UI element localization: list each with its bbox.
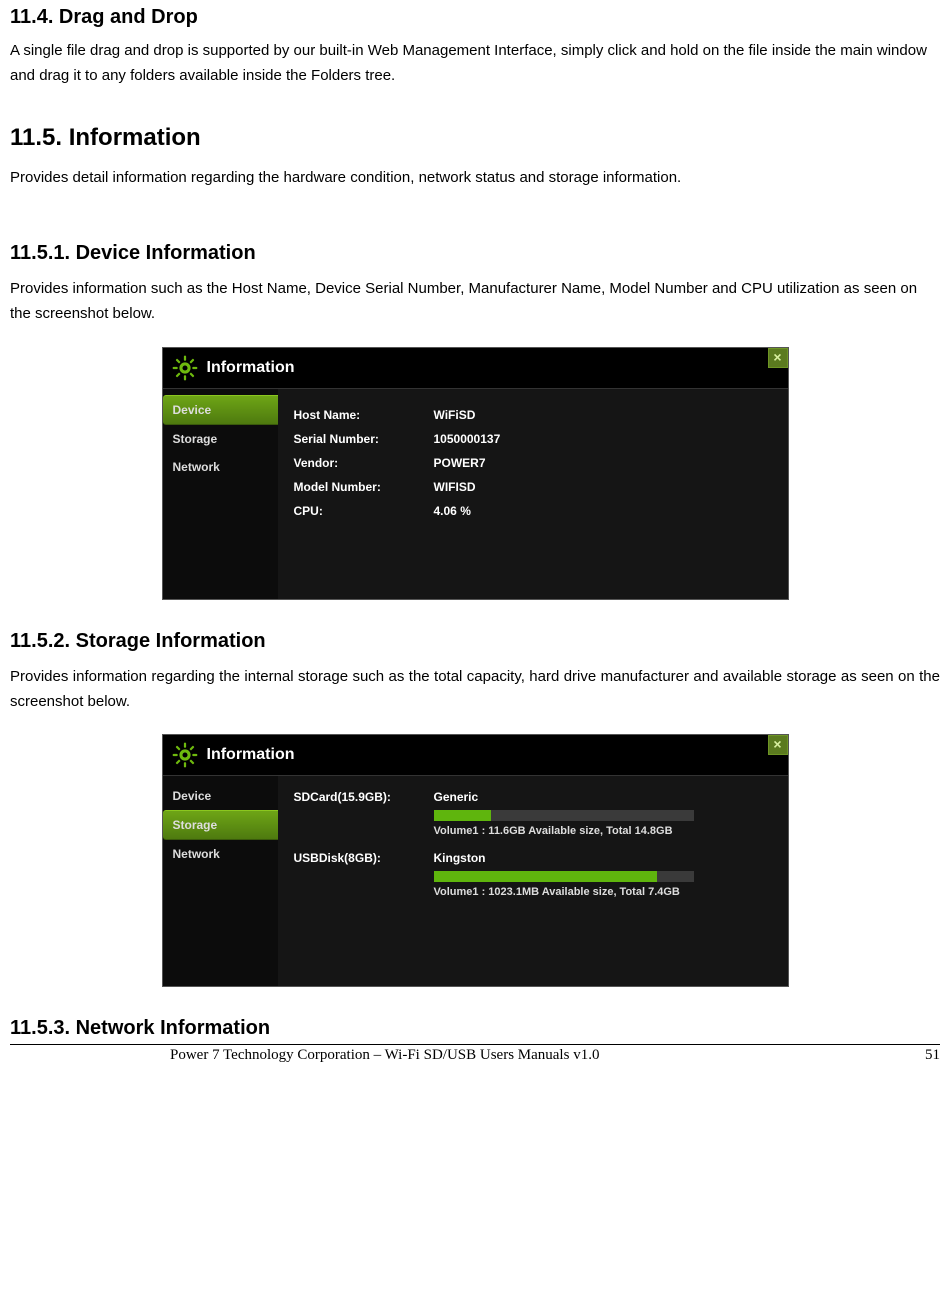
dialog-titlebar: Information ×: [163, 348, 788, 389]
kv-label: Vendor:: [294, 456, 434, 470]
close-icon[interactable]: ×: [768, 735, 788, 755]
kv-row: Vendor: POWER7: [294, 451, 772, 475]
storage-detail: Volume1 : 11.6GB Available size, Total 1…: [434, 825, 772, 837]
dialog-titlebar: Information ×: [163, 735, 788, 776]
heading-11-5-3: 11.5.3. Network Information: [10, 1017, 940, 1040]
dialog-sidebar: Device Storage Network: [163, 776, 278, 986]
kv-row: Serial Number: 1050000137: [294, 427, 772, 451]
storage-bar: [434, 810, 694, 821]
tab-network[interactable]: Network: [163, 840, 278, 868]
footer-text: Power 7 Technology Corporation – Wi-Fi S…: [170, 1047, 599, 1064]
footer-page: 51: [925, 1047, 940, 1064]
kv-label: Serial Number:: [294, 432, 434, 446]
info-dialog-storage: Information × Device Storage Network SDC…: [162, 734, 789, 987]
storage-bar: [434, 871, 694, 882]
storage-vendor: Kingston: [434, 851, 486, 865]
storage-panel: SDCard(15.9GB): Generic Volume1 : 11.6GB…: [278, 776, 788, 986]
heading-11-5: 11.5. Information: [10, 124, 940, 152]
close-icon[interactable]: ×: [768, 348, 788, 368]
kv-label: Host Name:: [294, 408, 434, 422]
info-dialog-device: Information × Device Storage Network Hos…: [162, 347, 789, 600]
page-footer: Power 7 Technology Corporation – Wi-Fi S…: [10, 1044, 940, 1064]
storage-item: SDCard(15.9GB): Generic Volume1 : 11.6GB…: [294, 790, 772, 837]
kv-row: CPU: 4.06 %: [294, 499, 772, 523]
storage-bar-fill: [434, 871, 658, 882]
tab-storage[interactable]: Storage: [163, 425, 278, 453]
tab-storage[interactable]: Storage: [163, 810, 278, 840]
storage-label: USBDisk(8GB):: [294, 851, 434, 865]
heading-11-5-1: 11.5.1. Device Information: [10, 242, 940, 265]
kv-label: CPU:: [294, 504, 434, 518]
kv-value: 1050000137: [434, 432, 501, 446]
tab-device[interactable]: Device: [163, 782, 278, 810]
kv-value: 4.06 %: [434, 504, 471, 518]
storage-vendor: Generic: [434, 790, 479, 804]
dialog-title: Information: [207, 746, 295, 764]
storage-item: USBDisk(8GB): Kingston Volume1 : 1023.1M…: [294, 851, 772, 898]
heading-11-4: 11.4. Drag and Drop: [10, 6, 940, 29]
para-11-4: A single file drag and drop is supported…: [10, 39, 940, 89]
storage-detail: Volume1 : 1023.1MB Available size, Total…: [434, 886, 772, 898]
gear-icon: [171, 354, 199, 382]
dialog-sidebar: Device Storage Network: [163, 389, 278, 599]
storage-label: SDCard(15.9GB):: [294, 790, 434, 804]
tab-device[interactable]: Device: [163, 395, 278, 425]
kv-label: Model Number:: [294, 480, 434, 494]
storage-bar-fill: [434, 810, 491, 821]
heading-11-5-2: 11.5.2. Storage Information: [10, 630, 940, 653]
kv-row: Model Number: WIFISD: [294, 475, 772, 499]
kv-row: Host Name: WiFiSD: [294, 403, 772, 427]
kv-value: WiFiSD: [434, 408, 476, 422]
tab-network[interactable]: Network: [163, 453, 278, 481]
dialog-title: Information: [207, 359, 295, 377]
para-11-5-2: Provides information regarding the inter…: [10, 665, 940, 715]
para-11-5: Provides detail information regarding th…: [10, 166, 940, 191]
gear-icon: [171, 741, 199, 769]
kv-value: WIFISD: [434, 480, 476, 494]
device-panel: Host Name: WiFiSD Serial Number: 1050000…: [278, 389, 788, 599]
kv-value: POWER7: [434, 456, 486, 470]
para-11-5-1: Provides information such as the Host Na…: [10, 277, 940, 327]
